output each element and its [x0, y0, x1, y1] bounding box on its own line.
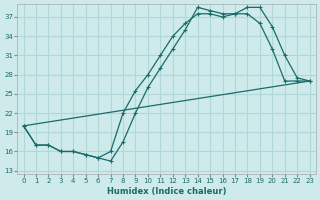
X-axis label: Humidex (Indice chaleur): Humidex (Indice chaleur) [107, 187, 226, 196]
